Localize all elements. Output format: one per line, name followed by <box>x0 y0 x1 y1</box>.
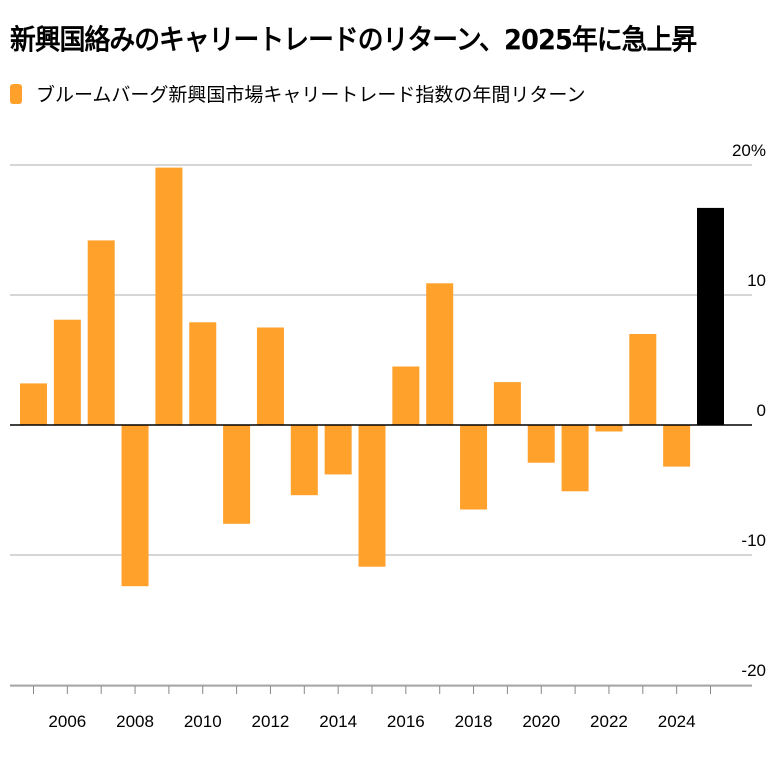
bar-2005 <box>20 383 47 425</box>
bar-2025 <box>697 207 724 425</box>
bar-2013 <box>290 425 318 496</box>
bar-2012 <box>256 327 284 425</box>
bar-2018 <box>460 425 488 510</box>
legend: ブルームバーグ新興国市場キャリートレード指数の年間リターン <box>10 80 585 107</box>
bar-2006 <box>53 319 81 425</box>
bar-2010 <box>189 322 217 425</box>
x-tick-label: 2006 <box>48 712 86 731</box>
bar-2023 <box>629 334 657 425</box>
y-tick-label: 10 <box>747 271 766 290</box>
x-tick-label: 2018 <box>455 712 493 731</box>
bar-2020 <box>527 425 555 463</box>
bar-2009 <box>155 167 183 425</box>
bar-2019 <box>493 382 521 425</box>
bar-2024 <box>663 425 691 467</box>
x-tick-label: 2012 <box>252 712 290 731</box>
x-tick-label: 2024 <box>658 712 696 731</box>
y-tick-label: 0 <box>757 401 766 420</box>
x-tick-label: 2014 <box>319 712 357 731</box>
x-tick-label: 2010 <box>184 712 222 731</box>
x-tick-label: 2020 <box>522 712 560 731</box>
legend-swatch <box>10 83 22 104</box>
bar-2015 <box>358 425 386 567</box>
bar-2008 <box>121 425 149 587</box>
bar-2007 <box>87 240 115 425</box>
y-tick-label: -20 <box>741 661 766 680</box>
legend-label: ブルームバーグ新興国市場キャリートレード指数の年間リターン <box>36 84 586 106</box>
x-tick-label: 2022 <box>590 712 628 731</box>
x-tick-label: 2016 <box>387 712 425 731</box>
bar-2011 <box>223 425 251 524</box>
bar-2016 <box>392 366 420 425</box>
x-tick-label: 2008 <box>116 712 154 731</box>
y-tick-label: 20% <box>732 141 766 160</box>
bar-2022 <box>595 425 623 432</box>
bar-2021 <box>561 425 589 492</box>
y-tick-label: -10 <box>741 531 766 550</box>
chart-title: 新興国絡みのキャリートレードのリターン、2025年に急上昇 <box>10 23 697 56</box>
bar-2017 <box>426 283 454 425</box>
bar-2014 <box>324 425 352 475</box>
